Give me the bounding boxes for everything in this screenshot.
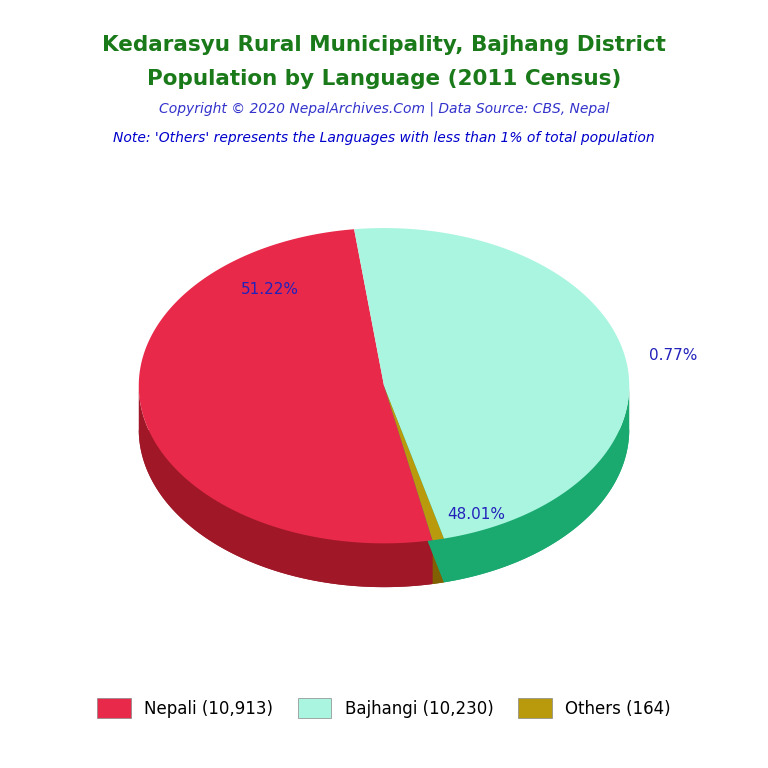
Text: 51.22%: 51.22% [241, 282, 300, 297]
Polygon shape [139, 429, 432, 588]
Polygon shape [384, 386, 444, 582]
Polygon shape [384, 386, 432, 584]
Text: 48.01%: 48.01% [447, 508, 505, 522]
Polygon shape [384, 429, 629, 582]
Text: Population by Language (2011 Census): Population by Language (2011 Census) [147, 69, 621, 89]
Polygon shape [432, 538, 444, 584]
Polygon shape [139, 229, 432, 543]
Polygon shape [139, 386, 432, 588]
Text: Note: 'Others' represents the Languages with less than 1% of total population: Note: 'Others' represents the Languages … [113, 131, 655, 144]
Polygon shape [384, 386, 444, 582]
Polygon shape [354, 228, 629, 538]
Legend: Nepali (10,913), Bajhangi (10,230), Others (164): Nepali (10,913), Bajhangi (10,230), Othe… [91, 691, 677, 725]
Polygon shape [384, 386, 432, 584]
Polygon shape [444, 386, 629, 582]
Text: Kedarasyu Rural Municipality, Bajhang District: Kedarasyu Rural Municipality, Bajhang Di… [102, 35, 666, 55]
Text: Copyright © 2020 NepalArchives.Com | Data Source: CBS, Nepal: Copyright © 2020 NepalArchives.Com | Dat… [159, 101, 609, 116]
Polygon shape [384, 429, 444, 584]
Polygon shape [384, 386, 444, 540]
Text: 0.77%: 0.77% [649, 348, 697, 362]
